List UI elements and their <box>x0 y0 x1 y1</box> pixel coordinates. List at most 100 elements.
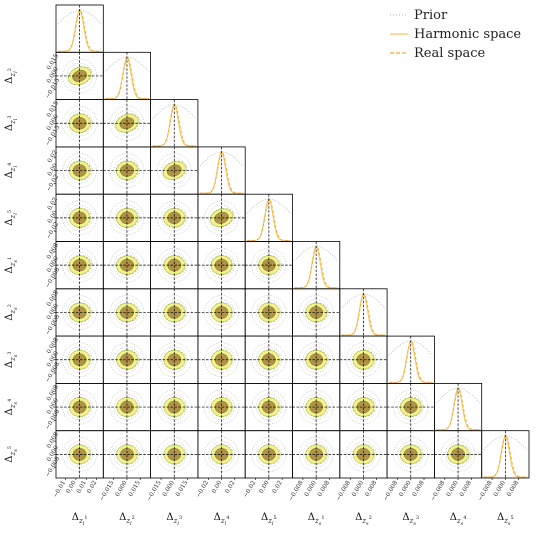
svg-text:Δzs5: Δzs5 <box>4 446 19 463</box>
real-contour <box>116 349 139 370</box>
panel-7-1 <box>55 288 104 337</box>
x-tick-label: 0.008 <box>458 479 473 498</box>
legend-label: Harmonic space <box>414 27 521 42</box>
legend: Prior Harmonic space Real space <box>390 8 521 61</box>
y-axis-label: Δzl2 <box>4 68 19 84</box>
svg-text:Δzl5: Δzl5 <box>4 210 19 226</box>
x-tick-label: 0.02 <box>224 479 237 494</box>
svg-text:Δzs1: Δzs1 <box>308 512 325 527</box>
x-tick-label: −0.008 <box>287 479 304 502</box>
panel-8-2 <box>102 335 152 384</box>
x-tick-label: −0.008 <box>335 479 352 502</box>
real-contour <box>163 207 187 228</box>
panel-5-1 <box>55 193 104 242</box>
diag-panel-2 <box>102 51 152 100</box>
panel-8-1 <box>55 335 104 384</box>
panel-10-3 <box>150 430 199 479</box>
panel-10-5 <box>244 430 293 479</box>
x-axis-label: Δzl1 <box>72 512 88 527</box>
diag-panel-1 <box>55 4 104 53</box>
real-contour <box>352 396 376 418</box>
x-tick-label: −0.015 <box>98 479 115 502</box>
svg-text:Δzs2: Δzs2 <box>355 512 372 527</box>
panel-4-1 <box>55 146 104 195</box>
diag-panel-4 <box>197 146 246 195</box>
x-axis-label: Δzs3 <box>402 512 419 527</box>
real-contour <box>115 113 140 133</box>
prior-marginal <box>436 388 480 403</box>
svg-text:Δzs4: Δzs4 <box>4 399 19 416</box>
panel-7-6 <box>292 288 341 337</box>
x-axis-label: Δzl3 <box>166 512 182 527</box>
svg-text:Δzl5: Δzl5 <box>261 512 277 527</box>
prior-marginal <box>388 340 433 356</box>
panel-8-3 <box>150 335 199 384</box>
real-contour <box>163 349 187 370</box>
svg-text:Δzl4: Δzl4 <box>4 163 19 179</box>
x-axis-label: Δzs5 <box>497 512 514 527</box>
svg-text:Δzs3: Δzs3 <box>4 351 19 368</box>
x-tick-label: −0.008 <box>382 479 399 502</box>
panel-5-4 <box>197 193 246 242</box>
x-tick-label: −0.008 <box>429 479 446 502</box>
harmonic-contour-68 <box>119 117 135 130</box>
real-contour <box>447 444 470 465</box>
svg-text:Δzs3: Δzs3 <box>402 512 419 527</box>
panel-8-5 <box>244 335 293 384</box>
panel-7-5 <box>244 288 293 337</box>
panel-8-6 <box>292 335 341 384</box>
panel-5-3 <box>150 193 199 242</box>
panel-4-2 <box>102 146 152 195</box>
real-contour <box>68 302 92 323</box>
prior-marginal <box>246 198 291 214</box>
x-axis-label: Δzl2 <box>119 512 135 527</box>
svg-text:Δzl1: Δzl1 <box>72 512 88 527</box>
x-tick-label: −0.008 <box>477 479 494 502</box>
svg-text:Δzs2: Δzs2 <box>4 304 19 321</box>
harmonic-contour-68 <box>119 258 134 272</box>
y-axis-label: Δzl4 <box>4 163 19 179</box>
x-tick-label: 0.00 <box>211 479 224 494</box>
svg-text:Δzl2: Δzl2 <box>4 68 19 84</box>
y-axis-label: Δzs1 <box>4 257 19 274</box>
panel-6-2 <box>102 241 152 290</box>
y-axis-label: Δzs2 <box>4 304 19 321</box>
x-tick-label: 0.015 <box>175 479 190 498</box>
svg-text:Δzs5: Δzs5 <box>497 512 514 527</box>
panel-3-1 <box>55 99 104 148</box>
x-axis-label: Δzs1 <box>308 512 325 527</box>
y-tick-label: 0.02 <box>46 196 59 211</box>
x-tick-label: 0.008 <box>316 479 331 498</box>
panel-7-4 <box>197 288 246 337</box>
x-tick-label: −0.015 <box>146 479 163 502</box>
panel-9-7 <box>339 382 388 432</box>
x-tick-label: 0.02 <box>271 479 284 494</box>
x-tick-label: 0.00 <box>258 479 271 494</box>
diag-panel-5 <box>244 193 293 242</box>
real-contour <box>68 160 92 181</box>
real-contour <box>116 302 139 323</box>
prior-marginal <box>105 57 149 72</box>
real-contour <box>210 208 234 228</box>
real-contour <box>305 302 328 323</box>
panel-10-7 <box>339 430 388 479</box>
panel-9-4 <box>197 382 246 432</box>
panel-9-2 <box>102 382 152 432</box>
real-contour <box>399 396 423 418</box>
x-tick-label: 0.008 <box>506 479 521 498</box>
prior-marginal <box>152 104 197 119</box>
diag-panel-8 <box>386 335 435 384</box>
panel-10-6 <box>292 430 341 479</box>
panel-8-7 <box>339 335 388 384</box>
real-contour <box>163 255 187 276</box>
svg-text:Δzs1: Δzs1 <box>4 257 19 274</box>
panel-8-4 <box>197 335 246 384</box>
diag-panel-9 <box>433 382 483 432</box>
panel-9-3 <box>150 382 199 432</box>
x-axis-label: Δzl5 <box>261 512 277 527</box>
real-contour <box>399 444 423 465</box>
diag-panel-3 <box>150 99 199 148</box>
harmonic-contour-68 <box>72 69 87 82</box>
panel-5-2 <box>102 193 152 242</box>
